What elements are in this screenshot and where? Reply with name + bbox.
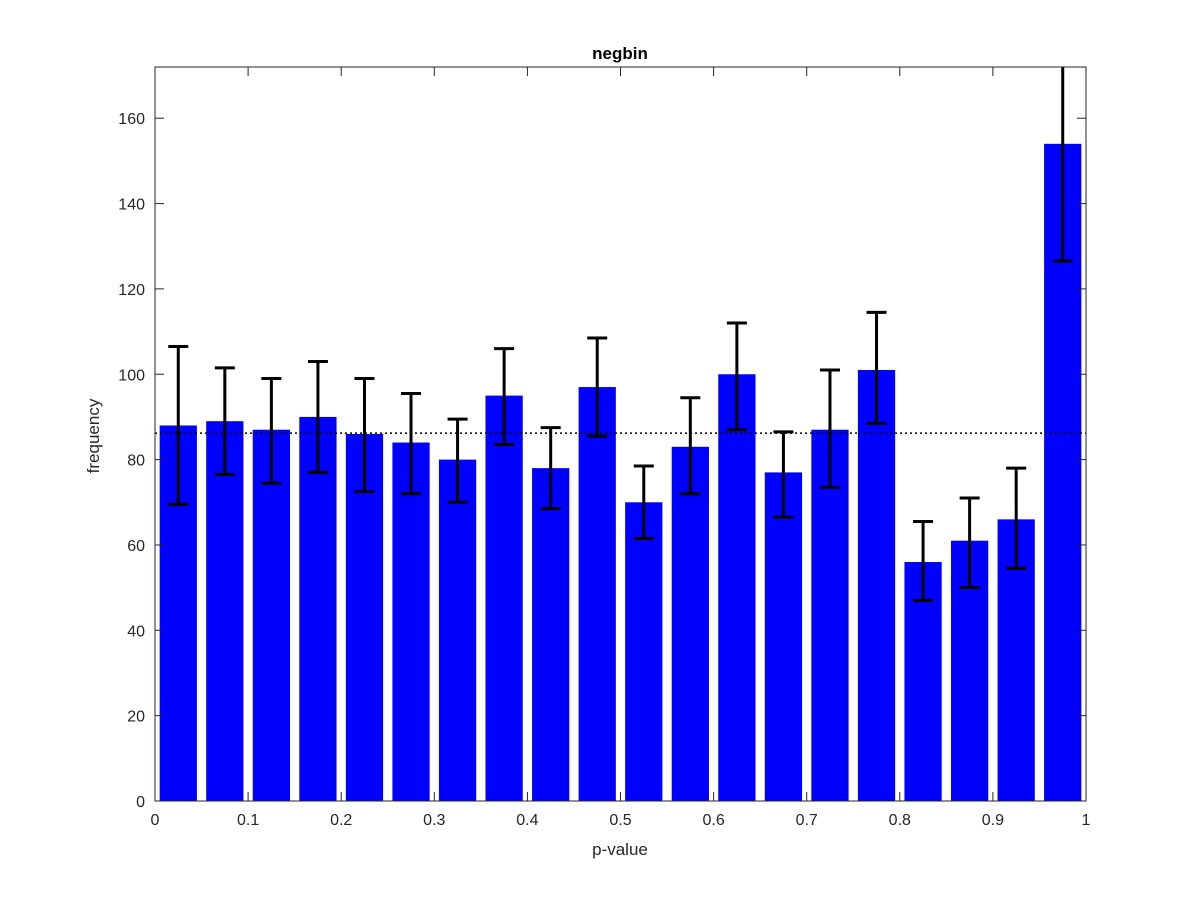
y-tick-label: 20: [127, 709, 145, 726]
bar: [392, 442, 430, 801]
error-bar: [726, 321, 747, 432]
error-bar: [959, 496, 980, 590]
bar: [671, 446, 709, 801]
axes-box: [154, 66, 1087, 802]
x-tick-label: 1: [1082, 812, 1091, 829]
error-bar: [587, 336, 608, 438]
y-tick-label: 100: [118, 367, 145, 384]
bar: [532, 468, 570, 801]
error-bar: [1052, 67, 1073, 263]
x-tick-label: 0.9: [982, 812, 1004, 829]
bar: [206, 421, 244, 801]
bar: [857, 369, 896, 801]
x-tick-label: 0.1: [237, 812, 259, 829]
error-bar: [680, 396, 701, 496]
error-bar: [913, 519, 934, 602]
plot-area: 0 0.1 0.2 0.3 0.4 0.5 0.6 0.7 0.8 0.9 1 0 20 40 60 80 10…: [118, 66, 1091, 829]
y-axis-label: frequency: [84, 398, 103, 473]
error-bar: [401, 391, 422, 496]
bar: [345, 434, 384, 801]
y-tick-label: 80: [127, 453, 145, 470]
bar: [485, 395, 523, 801]
y-tick-label: 160: [118, 111, 145, 128]
x-tick-label: 0.8: [889, 812, 911, 829]
x-tick-label: 0.3: [423, 812, 445, 829]
chart-title: negbin: [592, 44, 648, 63]
error-bar: [354, 377, 375, 494]
bar: [438, 459, 477, 801]
bar: [299, 416, 337, 801]
y-tick-label: 60: [127, 538, 145, 555]
bar: [578, 387, 616, 801]
error-bar: [168, 345, 189, 506]
error-bar: [447, 417, 468, 504]
bar: [764, 472, 803, 801]
error-bar: [819, 368, 840, 489]
error-bar: [307, 359, 328, 474]
y-tick-label: 0: [136, 794, 145, 811]
y-tick-label: 40: [127, 623, 145, 640]
x-tick-label: 0.6: [702, 812, 724, 829]
error-bar: [494, 347, 515, 447]
error-bar: [540, 426, 561, 511]
y-tick-label: 120: [118, 282, 145, 299]
x-tick-label: 0.7: [796, 812, 818, 829]
error-bar: [773, 430, 794, 519]
y-tick-label: 140: [118, 197, 145, 214]
x-tick-label: 0: [151, 812, 160, 829]
bar: [252, 429, 290, 801]
bar: [625, 502, 663, 801]
x-tick-label: 0.2: [330, 812, 352, 829]
error-bar: [866, 310, 887, 425]
x-tick-label: 0.5: [609, 812, 631, 829]
bar: [811, 429, 849, 801]
x-axis-label: p-value: [592, 840, 648, 859]
error-bar: [1006, 466, 1027, 570]
bar: [718, 374, 756, 801]
error-bar: [214, 366, 235, 477]
error-bar: [633, 464, 654, 541]
x-tick-label: 0.4: [516, 812, 538, 829]
error-bar: [261, 377, 282, 485]
